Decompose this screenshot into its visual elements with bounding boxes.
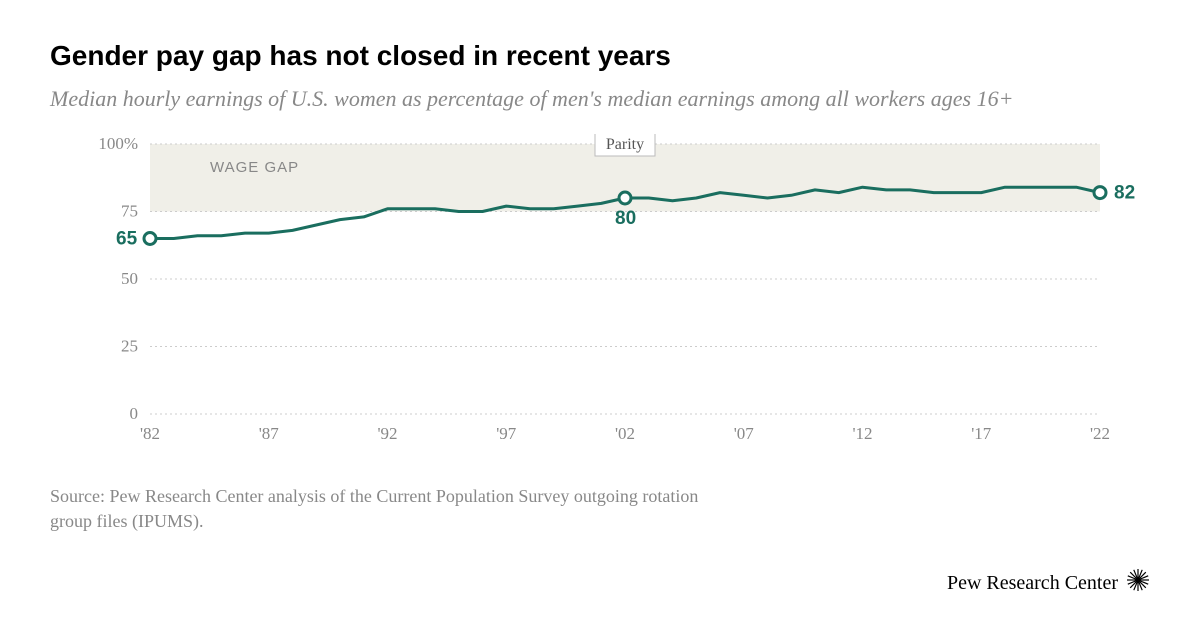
svg-text:Parity: Parity — [606, 136, 644, 153]
attribution: Pew Research Center — [947, 568, 1150, 598]
pew-logo-icon — [1126, 568, 1150, 598]
svg-text:25: 25 — [121, 336, 138, 355]
svg-text:0: 0 — [130, 404, 139, 423]
svg-text:'07: '07 — [734, 424, 755, 443]
svg-text:75: 75 — [121, 201, 138, 220]
svg-text:65: 65 — [116, 228, 138, 249]
svg-text:'17: '17 — [971, 424, 992, 443]
svg-text:'82: '82 — [140, 424, 160, 443]
chart-subtitle: Median hourly earnings of U.S. women as … — [50, 84, 1150, 114]
svg-text:100%: 100% — [98, 134, 138, 153]
svg-text:80: 80 — [615, 208, 636, 229]
chart-title: Gender pay gap has not closed in recent … — [50, 40, 1150, 72]
line-chart-svg: 0 25 50 75 100% WAGE GAP '82 '87 '92 '97 '02 '07 '12… — [90, 134, 1150, 454]
svg-text:WAGE GAP: WAGE GAP — [210, 159, 299, 176]
svg-text:82: 82 — [1114, 182, 1135, 203]
svg-text:'02: '02 — [615, 424, 635, 443]
svg-text:50: 50 — [121, 269, 138, 288]
chart-area: 0 25 50 75 100% WAGE GAP '82 '87 '92 '97 '02 '07 '12… — [90, 134, 1150, 454]
svg-text:'97: '97 — [496, 424, 517, 443]
svg-text:'12: '12 — [852, 424, 872, 443]
attribution-text: Pew Research Center — [947, 572, 1118, 595]
svg-text:'22: '22 — [1090, 424, 1110, 443]
svg-text:'87: '87 — [259, 424, 280, 443]
svg-text:'92: '92 — [377, 424, 397, 443]
source-note: Source: Pew Research Center analysis of … — [50, 484, 700, 534]
